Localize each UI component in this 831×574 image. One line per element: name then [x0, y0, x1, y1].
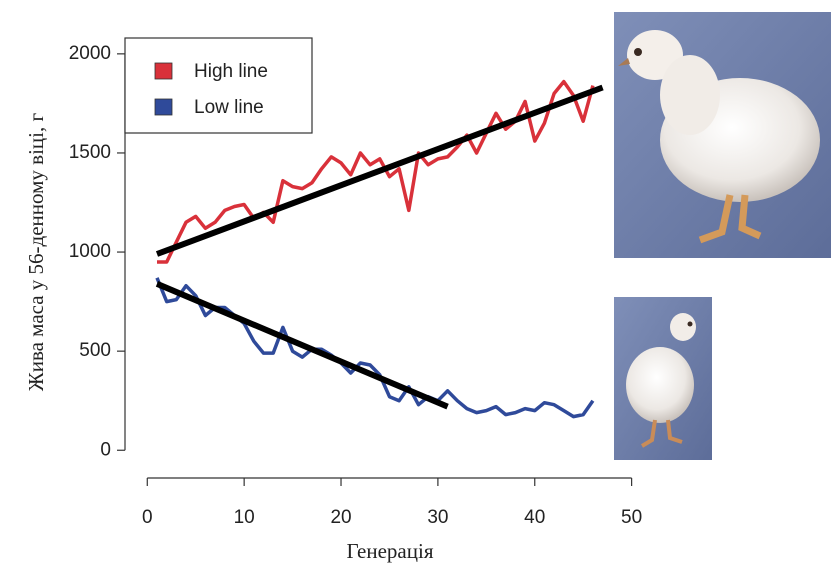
y-tick-label: 500	[79, 340, 111, 361]
photo-high-line-chicken	[614, 12, 831, 258]
x-tick-label: 0	[142, 507, 153, 528]
y-tick-label: 2000	[69, 43, 111, 64]
legend-box	[124, 37, 313, 134]
legend-label: High line	[194, 61, 268, 82]
photo-low-line-chicken	[614, 297, 712, 460]
x-tick-label: 50	[621, 507, 642, 528]
y-axis-label: Жива маса у 56-денному віці, г	[24, 113, 48, 392]
legend-swatch	[154, 98, 173, 116]
x-tick-label: 10	[234, 507, 255, 528]
data-line	[157, 79, 595, 264]
y-tick-label: 0	[100, 439, 111, 460]
y-tick-label: 1500	[69, 142, 111, 163]
legend-label: Low line	[194, 97, 264, 118]
trend-line	[155, 84, 604, 257]
data-line	[155, 277, 595, 419]
legend-swatch	[154, 62, 173, 80]
x-tick-label: 40	[524, 507, 545, 528]
x-tick-label: 20	[330, 507, 351, 528]
x-axis-label: Генерація	[347, 539, 434, 563]
trend-line	[155, 281, 449, 410]
y-tick-label: 1000	[69, 241, 111, 262]
x-tick-label: 30	[427, 507, 448, 528]
